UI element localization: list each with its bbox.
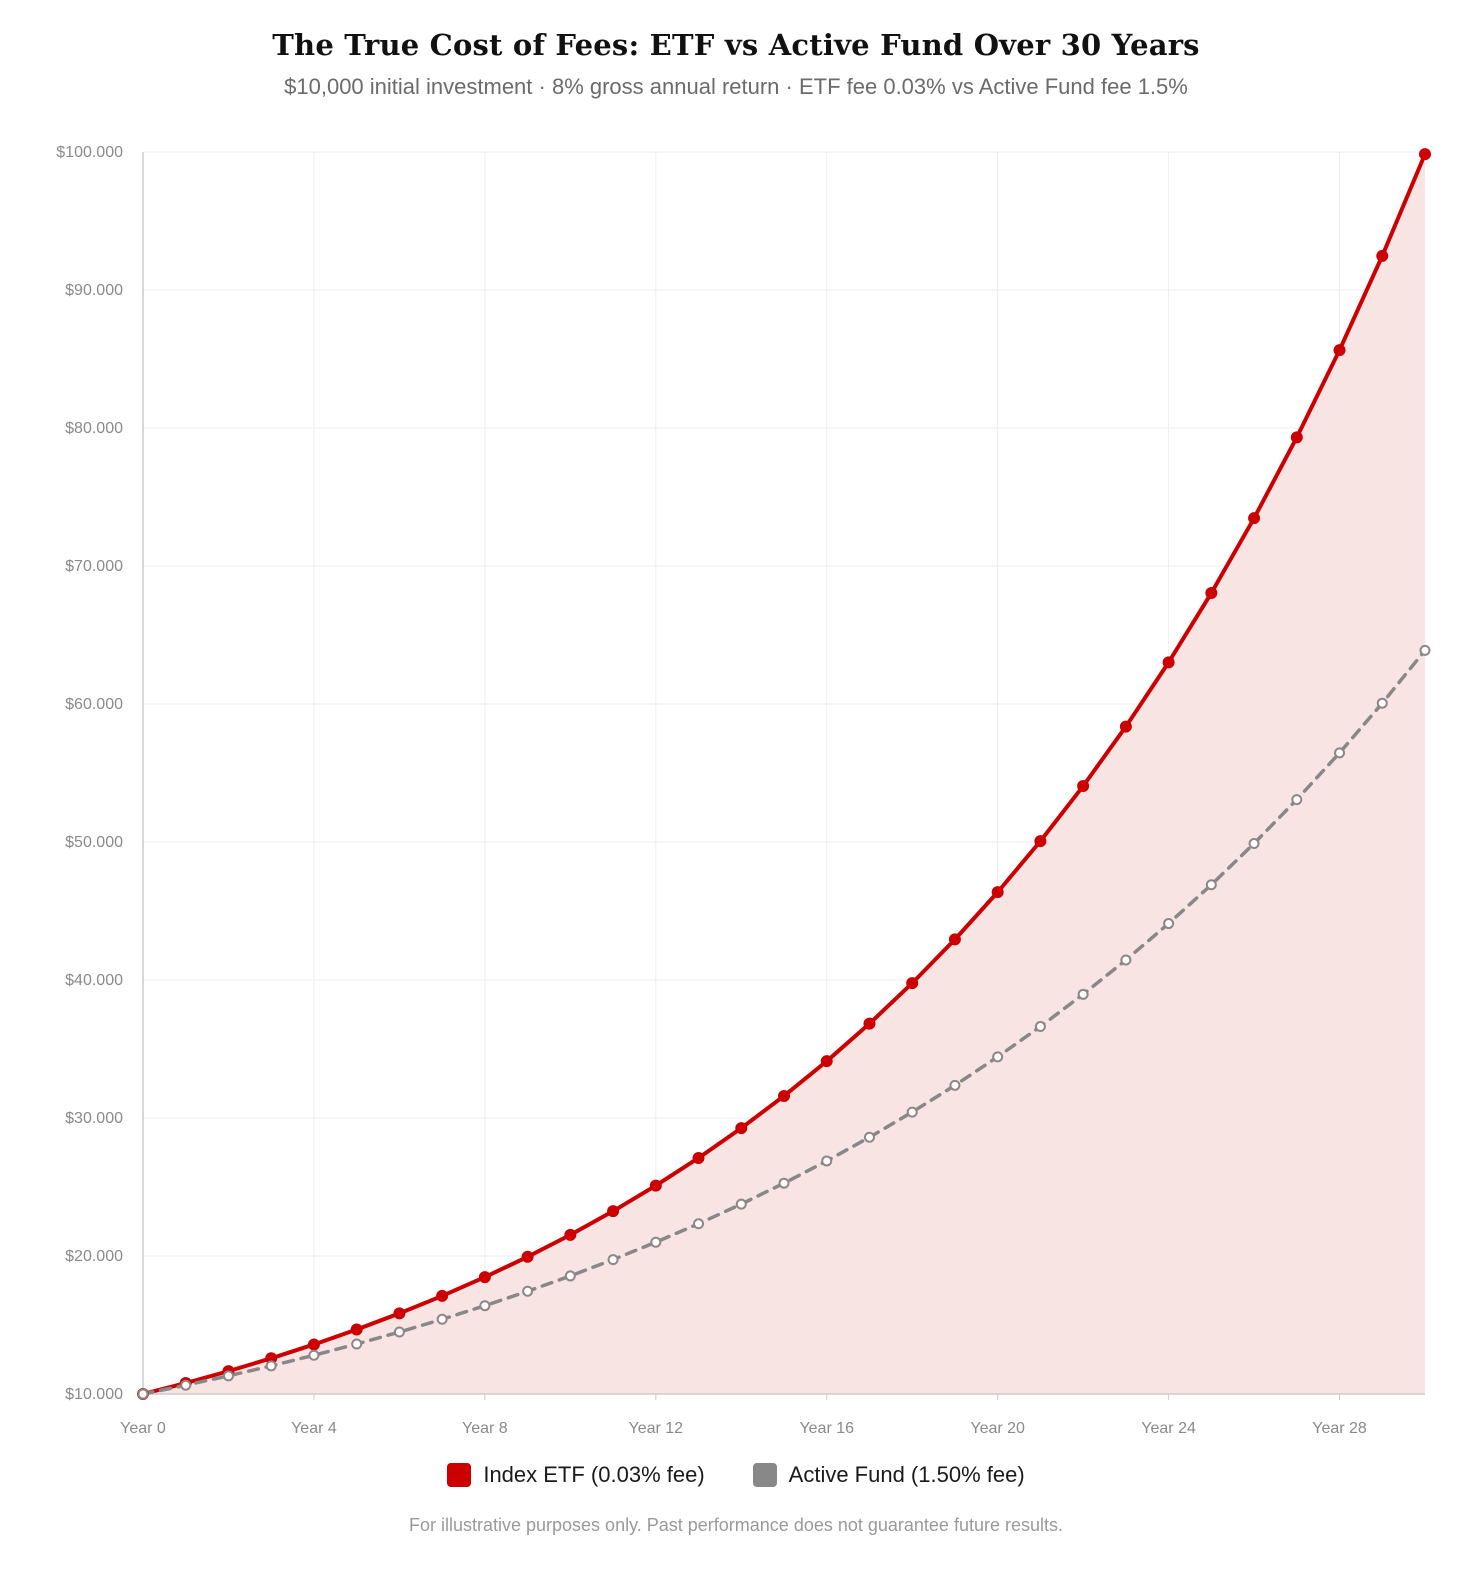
x-tick-label: Year 16 (799, 1420, 854, 1437)
legend-swatch-active (752, 1463, 777, 1487)
data-point-etf (1077, 780, 1090, 793)
chart-subtitle: $10,000 initial investment · 8% gross an… (284, 74, 1188, 99)
y-tick-label: $60.000 (65, 696, 123, 713)
data-point-etf (649, 1179, 662, 1192)
data-point-active (351, 1338, 363, 1350)
data-point-etf (436, 1289, 449, 1302)
y-tick-label: $70.000 (65, 558, 123, 575)
area-fill (143, 154, 1425, 1394)
data-point-active (222, 1370, 234, 1382)
data-point-etf (991, 886, 1004, 899)
data-point-active (1376, 697, 1388, 709)
disclaimer-footnote: For illustrative purposes only. Past per… (408, 1515, 1063, 1535)
data-point-active (778, 1177, 790, 1189)
data-point-active (1248, 837, 1260, 849)
data-point-active (992, 1051, 1004, 1063)
data-point-etf (1419, 148, 1431, 161)
x-tick-label: Year 8 (462, 1420, 508, 1437)
data-point-etf (393, 1307, 406, 1320)
data-point-etf (1162, 656, 1175, 669)
legend-swatch-etf (447, 1463, 472, 1487)
data-point-active (265, 1360, 277, 1372)
data-point-active (1205, 879, 1217, 891)
data-point-active (564, 1270, 576, 1282)
data-point-active (308, 1349, 320, 1361)
data-point-active (1291, 794, 1303, 806)
data-point-active (1419, 644, 1431, 656)
data-point-etf (1290, 431, 1303, 444)
x-tick-label: Year 28 (1312, 1420, 1367, 1437)
data-point-active (137, 1388, 149, 1400)
y-tick-label: $100.000 (56, 144, 123, 161)
y-tick-label: $80.000 (65, 420, 123, 437)
data-point-active (1077, 988, 1089, 1000)
data-point-etf (564, 1228, 577, 1241)
data-point-active (1120, 954, 1132, 966)
data-point-active (479, 1300, 491, 1312)
data-point-etf (735, 1122, 748, 1135)
data-point-etf (607, 1205, 620, 1218)
data-point-active (949, 1079, 961, 1091)
data-point-active (436, 1313, 448, 1325)
data-point-etf (948, 933, 961, 946)
y-tick-label: $30.000 (65, 1110, 123, 1127)
data-point-etf (521, 1250, 534, 1263)
data-point-etf (307, 1338, 320, 1351)
data-point-active (821, 1155, 833, 1167)
data-point-active (1034, 1021, 1046, 1033)
legend-label-active: Active Fund (1.50% fee) (788, 1462, 1025, 1487)
legend-item-etf[interactable]: Index ETF (0.03% fee) (447, 1462, 705, 1488)
tick-labels: $10.000 $20.000 $30.000 $40.000 $50.000 $60.0… (56, 144, 1367, 1437)
data-point-etf (692, 1151, 705, 1164)
chart-legend: Index ETF (0.03% fee) Active Fund (1.50%… (0, 1462, 1472, 1488)
x-tick-label: Year 24 (1141, 1420, 1196, 1437)
data-point-active (393, 1326, 405, 1338)
y-tick-label: $40.000 (65, 972, 123, 989)
chart-title: The True Cost of Fees: ETF vs Active Fun… (272, 28, 1200, 62)
data-point-etf (478, 1271, 491, 1284)
x-tick-label: Year 0 (120, 1420, 166, 1437)
data-point-etf (1119, 720, 1132, 733)
data-point-active (906, 1106, 918, 1118)
data-point-etf (820, 1055, 833, 1068)
data-point-active (650, 1236, 662, 1248)
data-point-etf (350, 1323, 363, 1336)
data-point-active (1334, 747, 1346, 759)
data-point-etf (906, 977, 919, 990)
data-point-active (607, 1254, 619, 1266)
data-point-active (863, 1131, 875, 1143)
y-tick-label: $50.000 (65, 834, 123, 851)
data-point-etf (1376, 249, 1389, 262)
legend-label-etf: Index ETF (0.03% fee) (483, 1462, 705, 1487)
series-points (137, 148, 1431, 1400)
y-tick-label: $90.000 (65, 282, 123, 299)
data-point-etf (863, 1017, 876, 1030)
data-point-active (735, 1198, 747, 1210)
x-tick-label: Year 12 (629, 1420, 684, 1437)
data-point-active (693, 1218, 705, 1230)
y-tick-label: $20.000 (65, 1248, 123, 1265)
data-point-etf (1205, 587, 1218, 600)
area-fill-etf (143, 154, 1425, 1394)
data-point-active (522, 1285, 534, 1297)
data-point-etf (778, 1089, 790, 1102)
data-point-etf (1333, 344, 1346, 357)
data-point-active (180, 1379, 192, 1391)
x-tick-label: Year 4 (291, 1420, 337, 1437)
data-point-etf (1034, 835, 1047, 848)
data-point-active (1163, 918, 1175, 930)
data-point-etf (1248, 512, 1261, 525)
legend-item-active[interactable]: Active Fund (1.50% fee) (752, 1462, 1025, 1488)
x-tick-label: Year 20 (970, 1420, 1025, 1437)
y-tick-label: $10.000 (65, 1386, 123, 1403)
